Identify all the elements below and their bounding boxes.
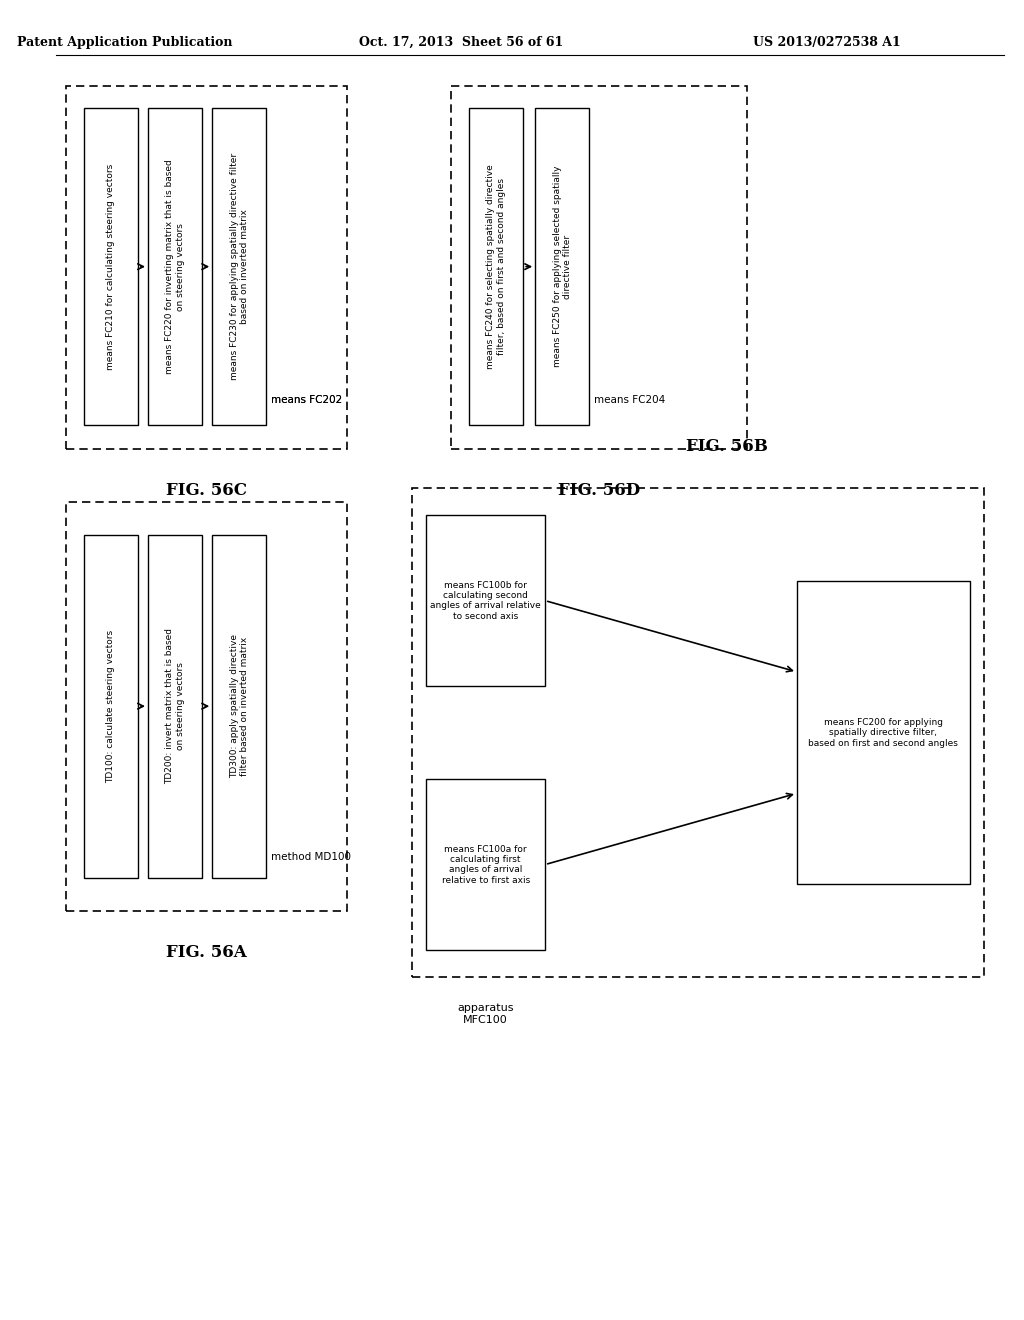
Text: apparatus
MFC100: apparatus MFC100 [458, 1003, 514, 1024]
Text: Oct. 17, 2013  Sheet 56 of 61: Oct. 17, 2013 Sheet 56 of 61 [358, 36, 563, 49]
Text: means FC210 for calculating steering vectors: means FC210 for calculating steering vec… [106, 164, 116, 370]
Text: method MD100: method MD100 [271, 851, 351, 862]
Text: TD100: calculate steering vectors: TD100: calculate steering vectors [106, 630, 116, 783]
FancyBboxPatch shape [797, 581, 970, 884]
FancyBboxPatch shape [147, 535, 203, 878]
Text: means FC230 for applying spatially directive filter
based on inverted matrix: means FC230 for applying spatially direc… [229, 153, 249, 380]
Text: FIG. 56D: FIG. 56D [558, 482, 640, 499]
Text: FIG. 56A: FIG. 56A [166, 944, 247, 961]
Text: means FC220 for inverting matrix that is based
on steering vectors: means FC220 for inverting matrix that is… [166, 160, 184, 374]
Text: TD300: apply spatially directive
filter based on inverted matrix: TD300: apply spatially directive filter … [229, 634, 249, 779]
Text: means FC204: means FC204 [594, 395, 666, 405]
FancyBboxPatch shape [469, 108, 523, 425]
Text: FIG. 56B: FIG. 56B [686, 438, 768, 455]
Text: means FC240 for selecting spatially directive
filter, based on first and second : means FC240 for selecting spatially dire… [486, 164, 506, 370]
Text: means FC202: means FC202 [271, 395, 343, 405]
FancyBboxPatch shape [147, 108, 203, 425]
FancyBboxPatch shape [84, 535, 138, 878]
Text: Patent Application Publication: Patent Application Publication [17, 36, 233, 49]
Text: FIG. 56C: FIG. 56C [166, 482, 247, 499]
Text: means FC250 for applying selected spatially
directive filter: means FC250 for applying selected spatia… [553, 166, 572, 367]
FancyBboxPatch shape [426, 515, 545, 686]
Text: means FC100a for
calculating first
angles of arrival
relative to first axis: means FC100a for calculating first angle… [441, 845, 529, 884]
Text: US 2013/0272538 A1: US 2013/0272538 A1 [753, 36, 900, 49]
Text: means FC200 for applying
spatially directive filter,
based on first and second a: means FC200 for applying spatially direc… [808, 718, 958, 747]
FancyBboxPatch shape [536, 108, 590, 425]
FancyBboxPatch shape [212, 108, 266, 425]
Text: TD200: invert matrix that is based
on steering vectors: TD200: invert matrix that is based on st… [166, 628, 184, 784]
Text: means FC100b for
calculating second
angles of arrival relative
to second axis: means FC100b for calculating second angl… [430, 581, 541, 620]
Text: means FC202: means FC202 [271, 395, 343, 405]
FancyBboxPatch shape [84, 108, 138, 425]
FancyBboxPatch shape [426, 779, 545, 950]
FancyBboxPatch shape [212, 535, 266, 878]
